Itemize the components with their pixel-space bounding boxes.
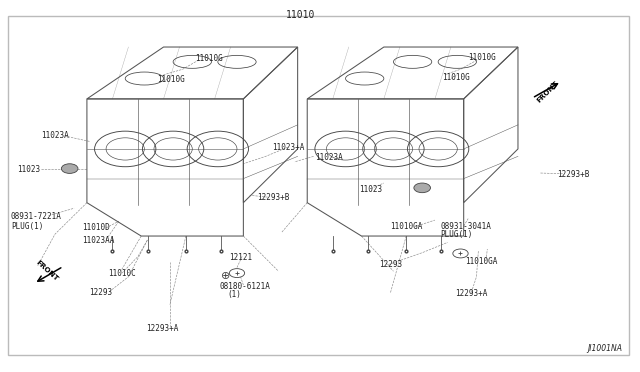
Text: PLUG(1): PLUG(1) [11, 221, 44, 231]
Text: 11010GA: 11010GA [466, 257, 498, 266]
Text: (1): (1) [227, 290, 241, 299]
Text: ⊕: ⊕ [221, 271, 230, 281]
Text: 11010C: 11010C [108, 269, 136, 278]
Text: 11010: 11010 [286, 10, 316, 20]
Circle shape [61, 164, 78, 173]
Circle shape [229, 269, 244, 278]
Text: 11010G: 11010G [468, 52, 496, 61]
Text: 11023+A: 11023+A [272, 142, 305, 151]
Text: 12121: 12121 [229, 253, 252, 262]
Text: 11010GA: 11010GA [390, 222, 422, 231]
Text: 11010G: 11010G [195, 54, 223, 62]
Text: 11023A: 11023A [315, 153, 342, 161]
Text: 11023: 11023 [360, 185, 383, 194]
Text: FRONT: FRONT [536, 80, 560, 103]
Text: 12293+A: 12293+A [456, 289, 488, 298]
Text: 11023A: 11023A [41, 131, 68, 141]
Text: 08931-3041A: 08931-3041A [440, 221, 491, 231]
Text: 12293+A: 12293+A [147, 324, 179, 333]
Text: JI1001NA: JI1001NA [588, 344, 623, 353]
Circle shape [414, 183, 431, 193]
Text: 08931-7221A: 08931-7221A [11, 212, 62, 221]
Text: 08180-6121A: 08180-6121A [219, 282, 270, 291]
Text: 12293: 12293 [379, 260, 402, 269]
Text: 11023: 11023 [17, 165, 40, 174]
Text: 11023AA: 11023AA [83, 236, 115, 246]
Text: PLUG(1): PLUG(1) [440, 230, 472, 240]
Text: FRONT: FRONT [35, 259, 59, 282]
Text: 11010G: 11010G [157, 75, 185, 84]
Text: 11010D: 11010D [83, 223, 110, 232]
Text: 12293+B: 12293+B [557, 170, 590, 179]
Circle shape [453, 249, 468, 258]
Text: 11010G: 11010G [443, 73, 470, 82]
Text: 12293: 12293 [89, 288, 112, 297]
Text: 12293+B: 12293+B [257, 193, 290, 202]
